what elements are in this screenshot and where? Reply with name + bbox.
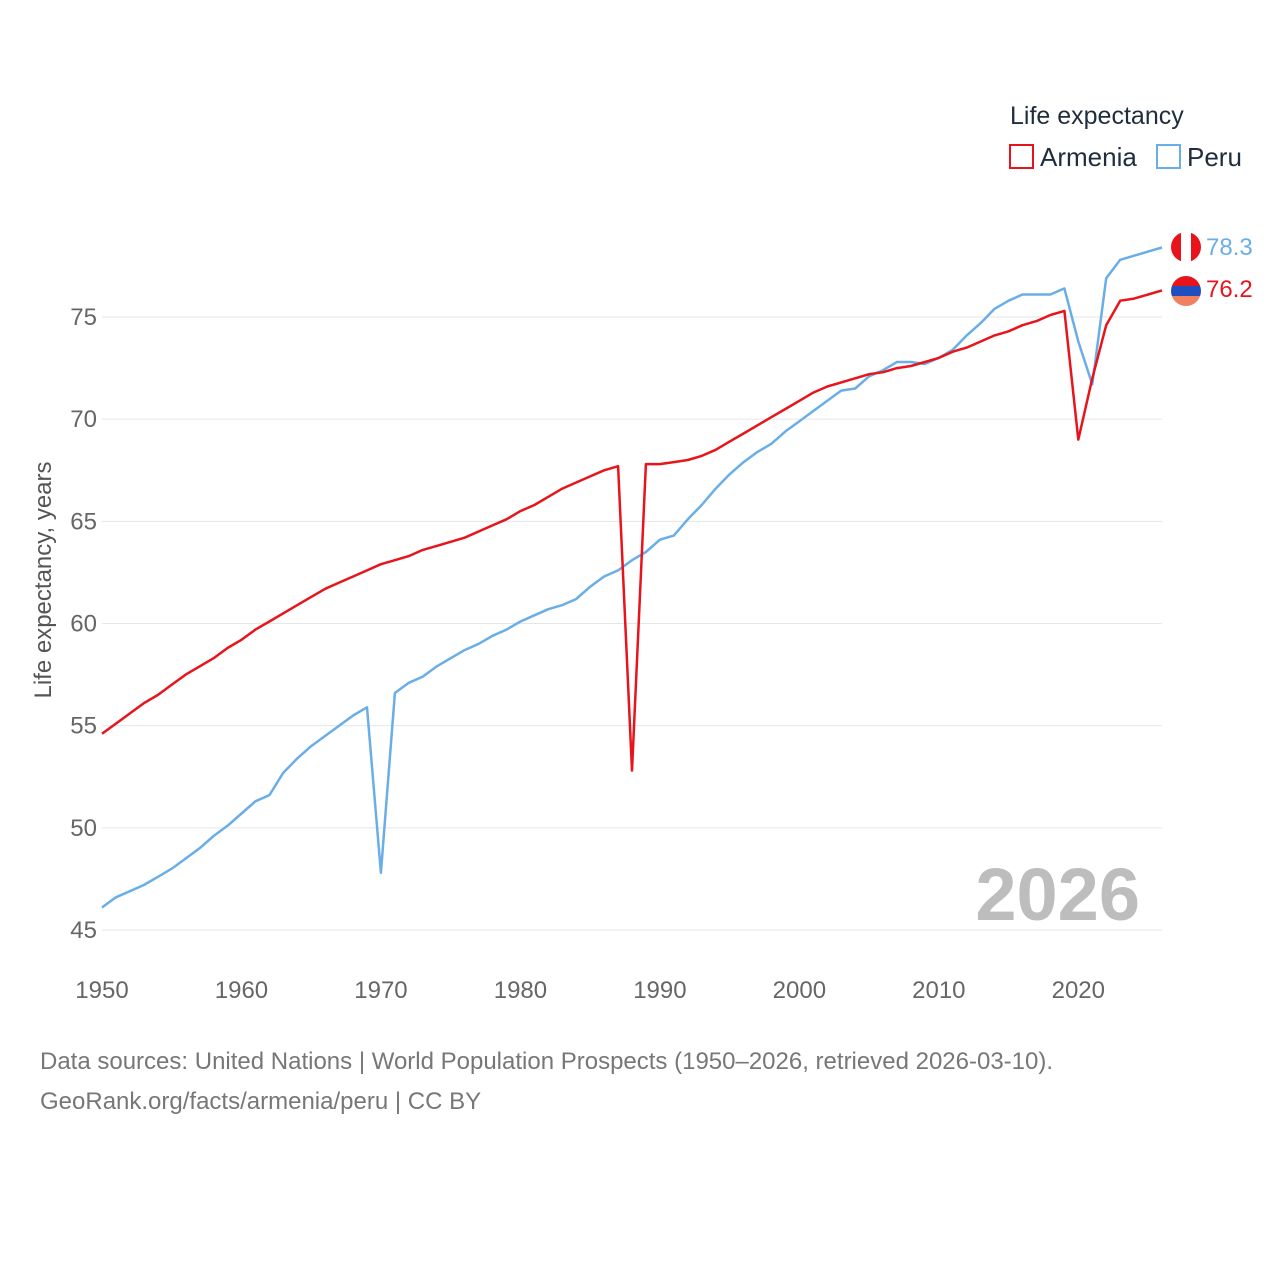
source-line-2[interactable]: GeoRank.org/facts/armenia/peru | CC BY [40, 1088, 482, 1115]
armenia-flag-icon [1171, 276, 1201, 306]
line-chart: 45 50 55 60 65 70 75 1950 1960 1970 1980 1990 2000 2… [30, 102, 1253, 1004]
peru-end-label: 78.3 [1206, 234, 1253, 261]
y-tick-label: 65 [70, 508, 97, 535]
y-axis-ticks: 45 50 55 60 65 70 75 [70, 304, 97, 944]
x-tick-label: 1990 [633, 977, 686, 1004]
legend-label-armenia: Armenia [1040, 142, 1137, 172]
legend-item-peru[interactable]: Peru [1156, 142, 1242, 172]
y-tick-label: 50 [70, 815, 97, 842]
gridlines [102, 316, 1162, 931]
source-line-1: Data sources: United Nations | World Pop… [40, 1048, 1054, 1075]
legend-item-armenia[interactable]: Armenia [1009, 142, 1137, 172]
peru-flag-icon [1171, 232, 1201, 262]
x-tick-label: 2010 [912, 977, 965, 1004]
y-tick-label: 55 [70, 713, 97, 740]
x-tick-label: 2020 [1052, 977, 1105, 1004]
legend-swatch-armenia [1009, 144, 1034, 169]
x-tick-label: 1970 [354, 977, 407, 1004]
legend-title: Life expectancy [1010, 102, 1184, 130]
series-lines [101, 246, 1163, 909]
y-tick-label: 75 [70, 304, 97, 331]
x-tick-label: 2000 [773, 977, 826, 1004]
armenia-end-label: 76.2 [1206, 276, 1253, 303]
y-tick-label: 45 [70, 917, 97, 944]
y-tick-label: 70 [70, 406, 97, 433]
x-tick-label: 1960 [215, 977, 268, 1004]
series-line-armenia[interactable] [101, 289, 1163, 772]
x-tick-label: 1980 [494, 977, 547, 1004]
source-note: Data sources: United Nations | World Pop… [40, 1042, 1053, 1122]
legend-label-peru: Peru [1187, 142, 1242, 172]
x-axis-ticks: 1950 1960 1970 1980 1990 2000 2010 2020 [75, 977, 1105, 1004]
x-tick-label: 1950 [75, 977, 128, 1004]
legend[interactable]: Life expectancy Armenia Peru [1009, 102, 1242, 172]
series-line-peru[interactable] [101, 246, 1163, 909]
year-watermark: 2026 [975, 853, 1140, 936]
y-tick-label: 60 [70, 611, 97, 638]
y-axis-title: Life expectancy, years [30, 461, 57, 698]
legend-swatch-peru [1156, 144, 1181, 169]
